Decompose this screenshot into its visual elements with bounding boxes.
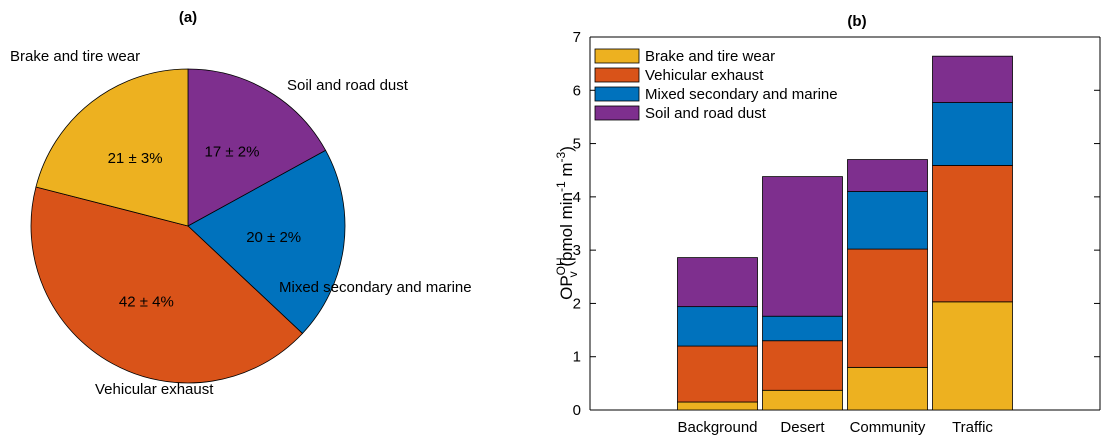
bar-chart-panel: (b) 0 1 2 3 4 5 6 7 Background Desert Community Tra… bbox=[554, 13, 1101, 435]
pie-slice bbox=[187, 149, 346, 335]
pie-slice-category-label: Brake and tire wear bbox=[10, 48, 140, 65]
y-tick-label: 2 bbox=[573, 295, 581, 312]
bar-marks bbox=[677, 55, 1013, 411]
pie-slice-value-label: 21 ± 3% bbox=[108, 150, 163, 167]
pie-slice bbox=[30, 186, 304, 384]
pie-slice bbox=[35, 68, 189, 227]
legend-swatch bbox=[594, 105, 640, 121]
bar-segment bbox=[762, 176, 843, 317]
pie-slice-value-label: 17 ± 2% bbox=[204, 144, 259, 161]
bar-segment bbox=[932, 301, 1013, 411]
pie-slice-value-label: 42 ± 4% bbox=[119, 294, 174, 311]
bar-segment bbox=[677, 345, 758, 403]
bar-title: (b) bbox=[847, 13, 866, 30]
pie-title: (a) bbox=[179, 9, 197, 26]
y-axis-label: OPOHv (pmol min-1 m-3) bbox=[554, 146, 580, 300]
x-tick-label: Desert bbox=[780, 419, 825, 435]
bar-segment bbox=[677, 401, 758, 411]
pie-slices bbox=[30, 68, 346, 384]
bar-segment bbox=[847, 191, 928, 250]
y-tick-label: 3 bbox=[573, 242, 581, 259]
pie-slice-category-label: Vehicular exhaust bbox=[95, 381, 214, 398]
pie-labels: 17 ± 2% Soil and road dust 20 ± 2% Mixed se… bbox=[10, 48, 472, 398]
pie-slice-category-label: Soil and road dust bbox=[287, 77, 409, 94]
legend-swatch bbox=[594, 48, 640, 64]
y-tick-label: 5 bbox=[573, 136, 581, 153]
bar-segment bbox=[677, 306, 758, 347]
legend-label: Mixed secondary and marine bbox=[645, 86, 838, 103]
legend-swatch bbox=[594, 86, 640, 102]
x-tick-label: Community bbox=[850, 419, 926, 435]
bar-segment bbox=[762, 315, 843, 342]
y-tick-label: 0 bbox=[573, 402, 581, 419]
legend-label: Vehicular exhaust bbox=[645, 67, 764, 84]
bar-segment bbox=[932, 102, 1013, 166]
bar-segment bbox=[677, 257, 758, 308]
pie-chart-panel: (a) 17 ± 2% Soil and road dust 20 ± 2% Mixe… bbox=[10, 9, 472, 398]
bar-axes: 0 1 2 3 4 5 6 7 Background Desert Community Traffic bbox=[573, 29, 1101, 435]
pie-slice-category-label: Mixed secondary and marine bbox=[279, 279, 472, 296]
bar-segment bbox=[847, 248, 928, 368]
legend-label: Soil and road dust bbox=[645, 105, 767, 122]
x-tick-label: Traffic bbox=[952, 419, 993, 435]
bar-segment bbox=[762, 340, 843, 391]
y-tick-label: 6 bbox=[573, 82, 581, 99]
bar-segment bbox=[847, 366, 928, 411]
y-tick-label: 7 bbox=[573, 29, 581, 46]
legend-swatch bbox=[594, 67, 640, 83]
bar-segment bbox=[762, 389, 843, 411]
y-tick-label: 4 bbox=[573, 189, 581, 206]
legend-label: Brake and tire wear bbox=[645, 48, 775, 65]
bar-segment bbox=[932, 165, 1013, 303]
x-tick-label: Background bbox=[677, 419, 757, 435]
bar-legend: Brake and tire wear Vehicular exhaust Mixe… bbox=[594, 48, 838, 122]
bar-segment bbox=[847, 159, 928, 192]
pie-slice-value-label: 20 ± 2% bbox=[246, 229, 301, 246]
pie-slice bbox=[187, 68, 327, 227]
bar-segment bbox=[932, 55, 1013, 103]
y-tick-label: 1 bbox=[573, 349, 581, 366]
